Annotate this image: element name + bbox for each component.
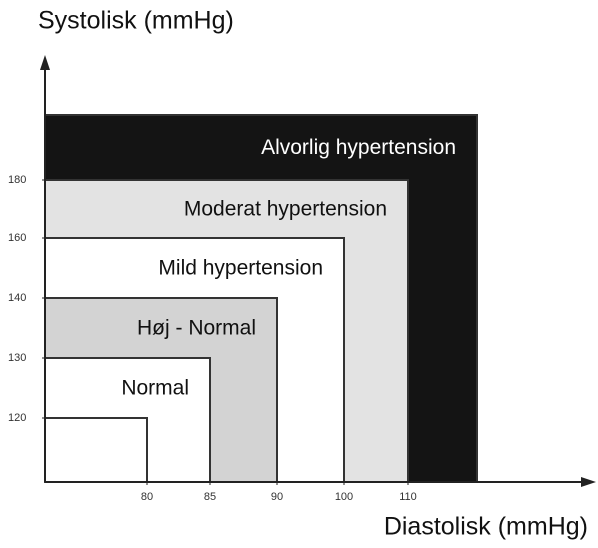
regions: Alvorlig hypertension Moderat hypertensio… xyxy=(44,114,478,483)
y-tick-label: 160 xyxy=(8,232,26,244)
y-tick-label: 130 xyxy=(8,352,26,364)
region-label: Moderat hypertension xyxy=(184,198,387,221)
y-axis-title: Systolisk (mmHg) xyxy=(38,7,234,35)
region-label: Alvorlig hypertension xyxy=(261,136,456,159)
x-axis-title: Diastolisk (mmHg) xyxy=(384,513,588,541)
x-tick-label: 100 xyxy=(335,491,353,503)
region-label: Mild hypertension xyxy=(158,257,323,280)
region-label: Høj - Normal xyxy=(137,317,256,340)
y-tick-label: 120 xyxy=(8,412,26,424)
x-tick-label: 90 xyxy=(271,491,283,503)
y-axis-arrow xyxy=(40,55,50,70)
x-axis-arrow xyxy=(581,477,596,487)
x-tick-label: 85 xyxy=(204,491,216,503)
region-label: Normal xyxy=(121,377,189,400)
y-tick-label: 180 xyxy=(8,174,26,186)
y-tick-label: 140 xyxy=(8,292,26,304)
region xyxy=(44,417,148,483)
x-tick-label: 110 xyxy=(399,491,417,503)
x-tick-label: 80 xyxy=(141,491,153,503)
